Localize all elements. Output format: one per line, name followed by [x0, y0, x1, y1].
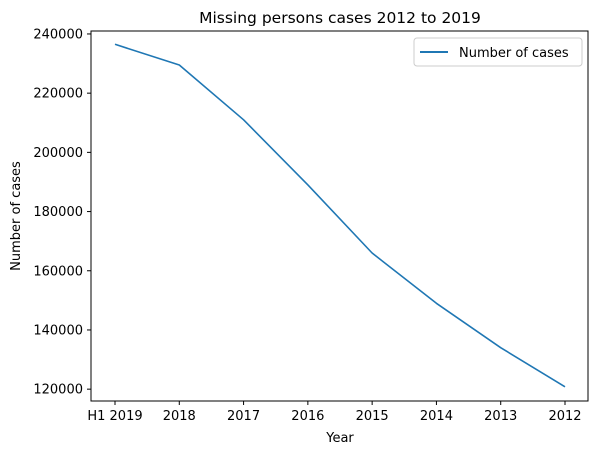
x-axis-label: Year	[325, 431, 354, 446]
chart-title: Missing persons cases 2012 to 2019	[199, 9, 481, 27]
y-tick-label: 140000	[33, 323, 83, 338]
y-axis-label: Number of cases	[9, 161, 24, 271]
y-tick-label: 160000	[33, 264, 83, 279]
legend-box	[413, 37, 583, 67]
x-tick-label: 2012	[548, 409, 581, 424]
legend-label: Number of cases	[459, 46, 569, 61]
y-tick-label: 200000	[33, 146, 83, 161]
legend: Number of cases	[413, 37, 583, 67]
series-line	[114, 43, 566, 388]
x-tick-label: 2013	[484, 409, 517, 424]
y-tick-label: 220000	[33, 87, 83, 102]
x-tick-label: H1 2019	[87, 409, 142, 424]
plot-area	[90, 30, 589, 402]
y-tick-label: 120000	[33, 383, 83, 398]
y-tick-label: 180000	[33, 205, 83, 220]
x-tick-label: 2017	[227, 409, 260, 424]
x-tick-label: 2018	[163, 409, 196, 424]
x-tick-label: 2016	[291, 409, 324, 424]
y-tick-label: 240000	[33, 27, 83, 42]
series-layer	[114, 43, 566, 388]
x-tick-label: 2015	[356, 409, 389, 424]
x-axis: H1 2019 2018 2017 2016 2015 2014 2013 2012	[87, 401, 582, 424]
x-tick-label: 2014	[420, 409, 453, 424]
y-axis: 120000 140000 160000 180000 200000 220000 2400…	[33, 27, 91, 398]
